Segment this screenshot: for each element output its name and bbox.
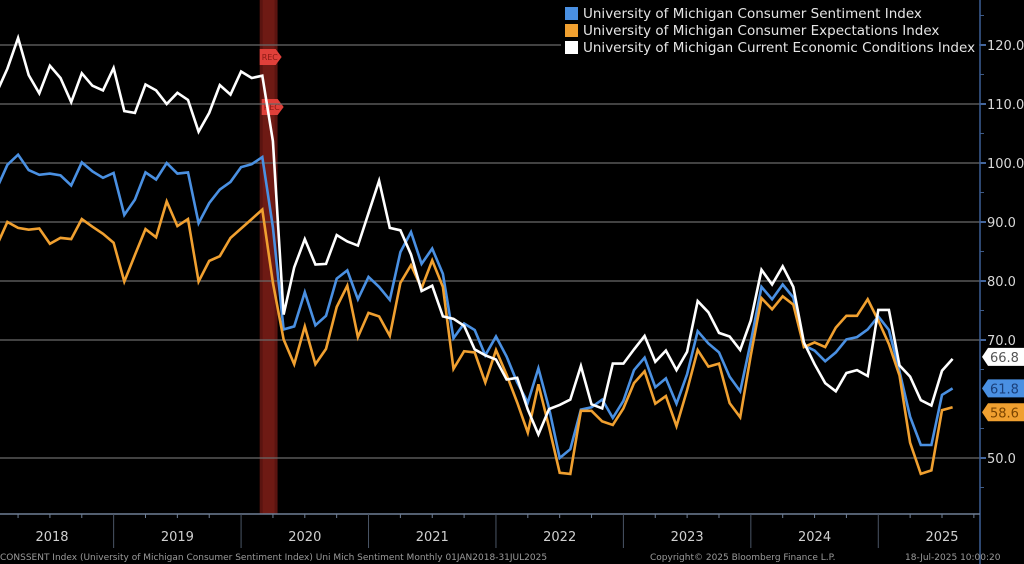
series-line-sentiment [0, 152, 954, 461]
y-tick-label: 90.0 [987, 216, 1016, 231]
legend-label: University of Michigan Consumer Sentimen… [583, 5, 922, 22]
footer-source: CONSSENT Index (University of Michigan C… [0, 553, 548, 563]
y-tick-label: 120.0 [987, 39, 1024, 54]
footer-timestamp: 18-Jul-2025 10:00:20 [905, 553, 1001, 563]
y-tick-label: 70.0 [987, 334, 1016, 349]
legend-swatch-current-conditions [565, 41, 578, 54]
legend-swatch-expectations [565, 24, 578, 37]
rec-marker-label: REC [264, 103, 281, 112]
rec-marker-label: REC [262, 53, 279, 62]
x-tick-label: 2025 [925, 530, 958, 545]
legend-swatch-sentiment [565, 7, 578, 20]
footer-copyright: Copyright© 2025 Bloomberg Finance L.P. [650, 553, 836, 563]
series-line-expectations [0, 197, 953, 476]
x-tick-label: 2019 [161, 530, 194, 545]
legend-item-current-conditions[interactable]: University of Michigan Current Economic … [565, 39, 975, 56]
last-value-label-sentiment [982, 379, 1024, 398]
last-value-label-expectations [982, 403, 1024, 422]
legend-label: University of Michigan Current Economic … [583, 39, 976, 56]
y-tick-label: 110.0 [987, 98, 1024, 113]
gridlines [0, 44, 980, 459]
x-tick-label: 2023 [671, 530, 704, 545]
x-tick-label: 2022 [543, 530, 576, 545]
last-value-text: 66.8 [990, 351, 1019, 366]
last-value-text: 58.6 [990, 406, 1019, 421]
last-value-labels: 66.8 61.8 58.6 [982, 347, 1024, 422]
legend-item-expectations[interactable]: University of Michigan Consumer Expectat… [565, 22, 975, 39]
y-tick-label: 80.0 [987, 275, 1016, 290]
y-tick-label: 50.0 [987, 452, 1016, 467]
series-line-current-conditions [0, 33, 954, 438]
series-lines [0, 33, 954, 476]
rec-marker [259, 49, 282, 65]
last-value-label-current-conditions [982, 347, 1024, 366]
x-tick-label: 2018 [35, 530, 68, 545]
x-tick-label: 2024 [798, 530, 831, 545]
x-tick-label: 2020 [288, 530, 321, 545]
legend-label: University of Michigan Consumer Expectat… [583, 22, 940, 39]
y-tick-label: 100.0 [987, 157, 1024, 172]
last-value-text: 61.8 [990, 382, 1019, 397]
legend: University of Michigan Consumer Sentimen… [561, 3, 980, 58]
legend-item-sentiment[interactable]: University of Michigan Consumer Sentimen… [565, 5, 975, 22]
x-tick-label: 2021 [416, 530, 449, 545]
